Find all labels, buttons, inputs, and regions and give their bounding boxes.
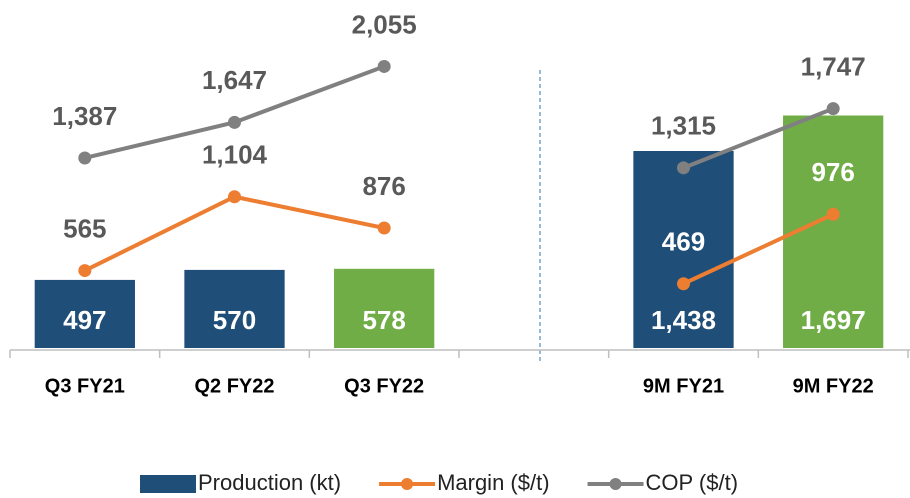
line-value-label: 469 xyxy=(662,227,705,257)
legend-label: Production (kt) xyxy=(198,470,341,495)
x-tick-label: Q2 FY22 xyxy=(194,375,274,397)
line-point xyxy=(677,161,690,175)
bar xyxy=(633,150,734,348)
line-value-label: 2,055 xyxy=(352,9,417,39)
bar-value-label: 1,697 xyxy=(801,305,866,335)
line-value-label: 976 xyxy=(811,157,854,187)
bar xyxy=(34,279,135,348)
bar-value-label: 578 xyxy=(362,305,405,335)
x-tick-label: 9M FY21 xyxy=(643,375,724,397)
line-point xyxy=(826,102,840,116)
x-tick-label: 9M FY22 xyxy=(793,375,874,397)
bar-value-label: 570 xyxy=(213,305,256,335)
line-value-label: 1,647 xyxy=(202,65,267,95)
line-value-label: 565 xyxy=(63,213,106,243)
line-value-label: 1,387 xyxy=(52,101,117,131)
line-value-label: 876 xyxy=(362,171,405,201)
line-point xyxy=(228,190,241,204)
line-point xyxy=(377,59,391,73)
legend-label: COP ($/t) xyxy=(646,470,739,495)
line-value-label: 1,315 xyxy=(651,111,716,141)
bar-value-label: 1,438 xyxy=(651,305,716,335)
line-series xyxy=(83,194,385,273)
line-value-label: 1,747 xyxy=(801,52,866,82)
line-point xyxy=(677,277,690,291)
x-tick-label: Q3 FY21 xyxy=(45,375,125,397)
legend-swatch xyxy=(140,475,196,493)
bar xyxy=(184,269,285,348)
legend-swatch xyxy=(609,478,622,490)
x-tick-label: Q3 FY22 xyxy=(344,375,424,397)
line-series xyxy=(682,212,835,286)
legend-swatch xyxy=(401,478,414,490)
line-point xyxy=(78,151,92,165)
bar xyxy=(334,268,435,348)
bar-value-label: 497 xyxy=(63,305,106,335)
legend-label: Margin ($/t) xyxy=(437,470,549,495)
line-point xyxy=(78,264,92,278)
line-point xyxy=(377,221,391,235)
line-series xyxy=(682,106,834,170)
line-point xyxy=(826,207,840,221)
line-point xyxy=(228,115,241,129)
line-value-label: 1,104 xyxy=(202,140,268,170)
